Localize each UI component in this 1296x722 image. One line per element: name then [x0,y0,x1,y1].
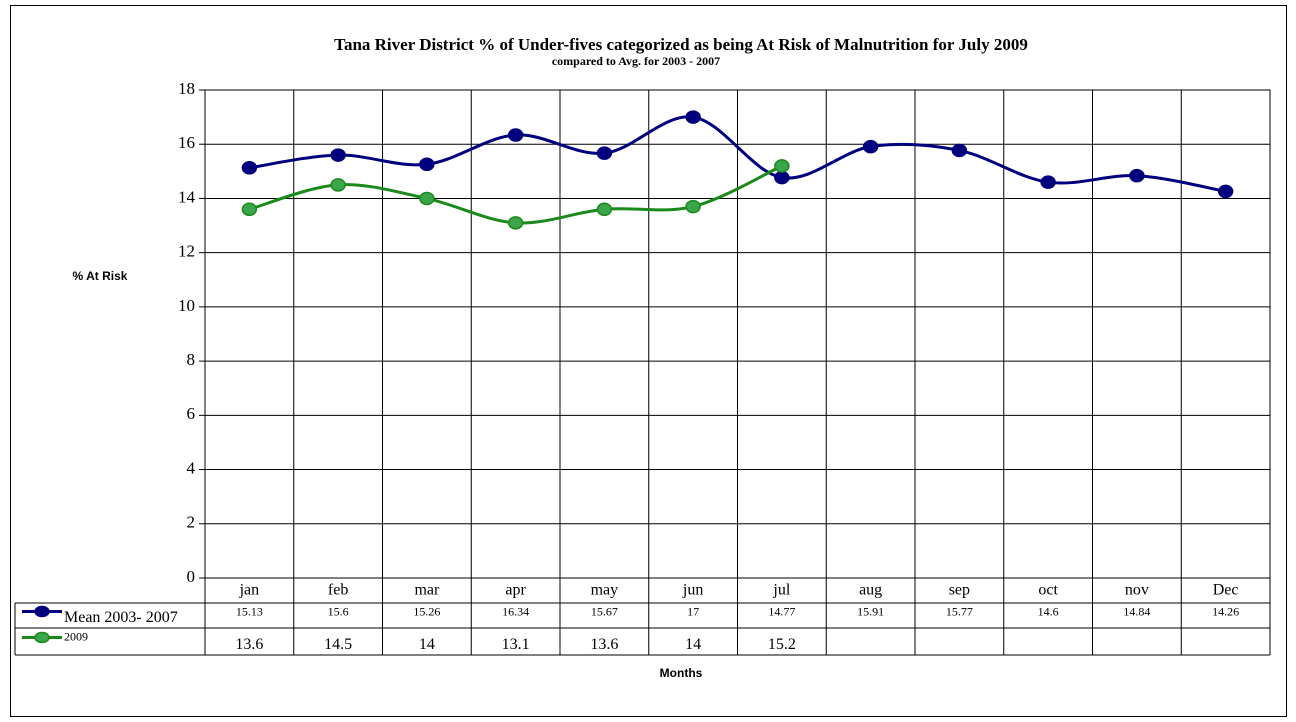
y-tick-label: 10 [178,296,195,315]
y-tick-label: 4 [187,458,196,477]
table-value: 15.6 [328,604,349,618]
table-value: 15.13 [236,604,263,618]
point-marker [774,159,790,173]
y-tick-label: 16 [178,133,195,152]
table-value: 14.6 [1038,604,1059,618]
table-value: 14.77 [768,604,795,618]
point-marker [685,199,701,214]
x-tick-label: feb [328,582,348,599]
table-value: 14.84 [1123,604,1150,618]
table-value: 13.1 [502,636,530,653]
x-tick-label: mar [414,582,440,599]
y-tick-label: 18 [178,79,195,98]
table-value: 15.77 [946,604,973,618]
y-tick-label: 14 [178,187,196,206]
legend-marker [34,605,50,618]
y-tick-label: 2 [187,513,196,532]
point-marker [507,216,524,230]
point-marker [330,178,346,192]
table-value: 14 [685,636,701,653]
chart-subtitle: compared to Avg. for 2003 - 2007 [552,54,720,68]
y-tick-label: 6 [187,404,196,423]
legend-label: Mean 2003- 2007 [64,609,178,626]
x-tick-label: jan [239,582,260,599]
point-marker [685,110,701,124]
x-tick-label: jul [772,582,790,599]
table-value: 13.6 [235,636,263,653]
point-marker [241,202,258,217]
x-tick-label: aug [859,582,882,599]
x-tick-label: jun [682,582,703,599]
y-axis-label: % At Risk [73,269,128,283]
x-tick-label: sep [949,582,970,599]
table-value: 15.67 [591,604,618,618]
point-marker [774,170,790,185]
point-marker [1040,175,1056,189]
table-value: 16.34 [502,604,529,618]
x-tick-label: may [591,582,619,599]
point-marker [596,202,613,217]
x-axis-label: Months [660,666,703,680]
table-value: 14.5 [324,636,352,653]
x-tick-label: apr [505,582,526,599]
point-marker [596,146,613,160]
table-value: 14.26 [1212,604,1239,618]
y-tick-label: 12 [178,242,195,261]
legend-label: 2009 [64,629,88,643]
point-marker [951,143,968,158]
table-value: 15.2 [768,636,796,653]
table-value: 13.6 [590,636,618,653]
y-tick-label: 8 [187,350,196,369]
point-marker [330,148,346,162]
x-tick-label: oct [1038,582,1058,599]
point-marker [241,161,258,175]
y-tick-label: 0 [187,567,196,586]
plot-frame [204,89,1271,579]
point-marker [862,139,879,154]
point-marker [1217,184,1234,199]
point-marker [419,191,435,206]
point-marker [507,128,524,142]
table-value: 15.91 [857,604,884,618]
point-marker [419,157,435,172]
x-tick-label: nov [1125,582,1149,599]
chart-title: Tana River District % of Under-fives cat… [334,35,1028,54]
table-value: 15.26 [413,604,440,618]
table-value: 17 [687,604,699,618]
table-value: 14 [419,636,435,653]
legend-marker [34,631,50,644]
point-marker [1129,168,1145,183]
x-tick-label: Dec [1213,582,1239,599]
